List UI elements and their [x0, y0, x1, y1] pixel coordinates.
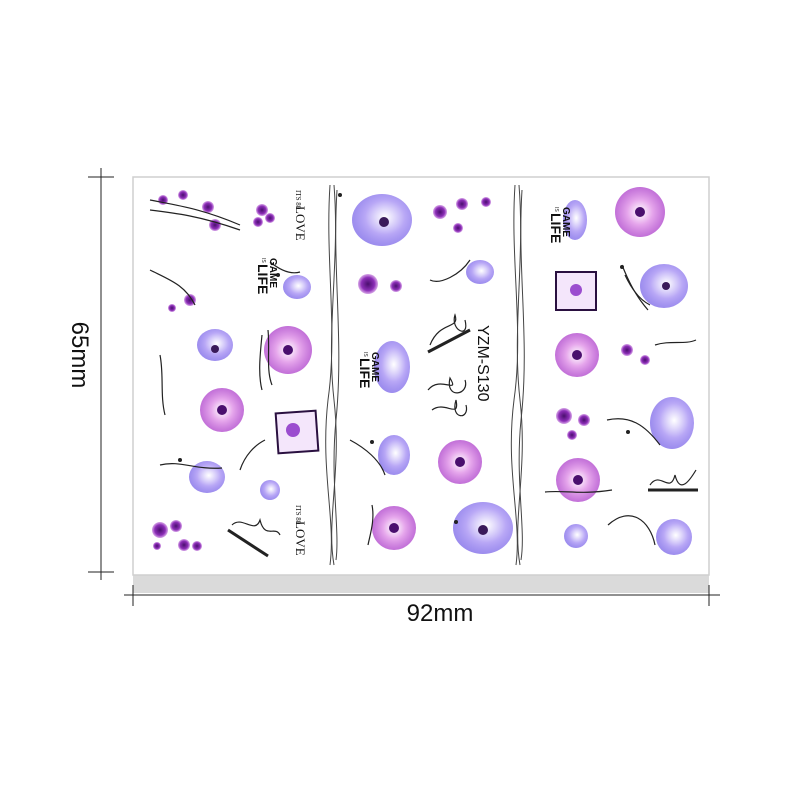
- flower-pink: [264, 326, 312, 374]
- game-is-life-text: GAME IS LIFE: [357, 352, 380, 388]
- sticker-code-text: YZM-S130: [474, 325, 491, 402]
- flower-pink: [615, 187, 665, 237]
- flower-violet: [453, 502, 513, 554]
- sheet-shadow: [133, 575, 709, 593]
- width-dimension-line: [124, 585, 720, 606]
- life-text: LIFE: [357, 358, 373, 388]
- flower-pink: [200, 388, 244, 432]
- game-is-life-text: GAME IS LIFE: [255, 258, 278, 294]
- love-prefix-text: ITS 80: [294, 505, 302, 525]
- purple-blots: [152, 190, 650, 551]
- flower-violet: [378, 435, 410, 475]
- game-is-life-text: GAME IS LIFE: [548, 207, 571, 243]
- flower-pink: [556, 458, 600, 502]
- flower-violet: [283, 275, 311, 299]
- star-icons: [178, 193, 630, 524]
- vine-lines: [325, 184, 525, 566]
- flower-pink: [555, 333, 599, 377]
- love-text-bottom: ITS 80 LOVE: [293, 505, 308, 556]
- flower-violet: [374, 341, 410, 393]
- game-text: GAME: [560, 207, 571, 237]
- flower-violet: [189, 461, 225, 493]
- is-text: IS: [260, 258, 266, 263]
- height-dimension-line: [88, 168, 114, 580]
- flower-violet: [640, 264, 688, 308]
- love-text-top: ITS 80 LOVE: [293, 190, 308, 241]
- flower-violet: [466, 260, 494, 284]
- flower-violet: [564, 524, 588, 548]
- is-text: IS: [553, 207, 559, 212]
- flower-violet: [260, 480, 280, 500]
- game-text: GAME: [369, 352, 380, 382]
- framed-flower-square: [274, 409, 320, 455]
- height-label: 65mm: [66, 321, 93, 389]
- love-text: LOVE: [293, 206, 308, 241]
- sticker-sheet: [132, 176, 710, 576]
- flower-violet: [650, 397, 694, 449]
- love-text: LOVE: [293, 521, 308, 556]
- flower-violet: [656, 519, 692, 555]
- squiggle-lines: [149, 199, 698, 558]
- flower-pink: [438, 440, 482, 484]
- flower-violet: [563, 200, 587, 240]
- width-label: 92mm: [406, 600, 474, 627]
- flower-violet: [197, 329, 233, 361]
- love-prefix-text: ITS 80: [294, 190, 302, 210]
- life-text: LIFE: [255, 264, 271, 294]
- is-text: IS: [362, 352, 368, 357]
- flower-violet: [352, 194, 412, 246]
- code-text: YZM-S130: [474, 325, 491, 402]
- life-text: LIFE: [548, 213, 564, 243]
- flower-pink: [372, 506, 416, 550]
- framed-flower-square: [555, 271, 597, 311]
- game-text: GAME: [267, 258, 278, 288]
